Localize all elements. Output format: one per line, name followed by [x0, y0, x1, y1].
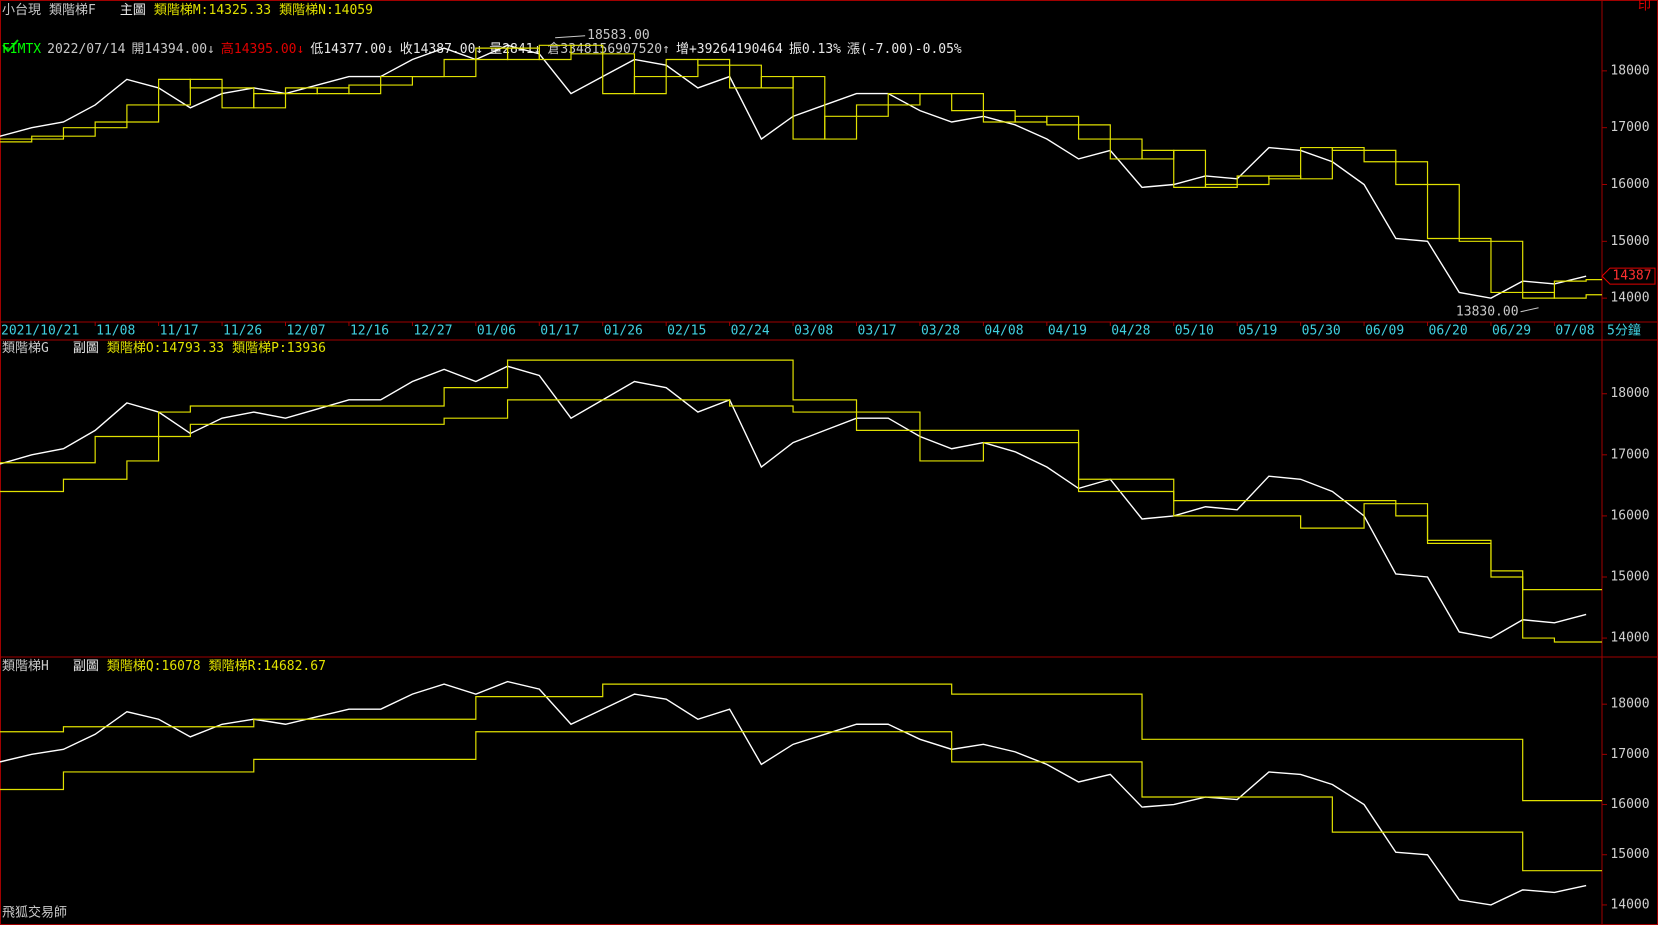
step-line — [0, 359, 1602, 591]
app-name: 飛狐交易師 — [2, 905, 67, 921]
header-text: : — [154, 341, 162, 356]
y-tick-label: 14000 — [1610, 631, 1649, 646]
header-text: : — [326, 3, 334, 18]
last-price-box — [1601, 267, 1656, 285]
y-tick-label: 17000 — [1610, 447, 1649, 462]
x-tick-label: 06/09 — [1365, 324, 1404, 339]
panel-header: 小台現 類階梯F 主圖 類階梯M:14325.33 類階梯N:14059 — [2, 3, 373, 18]
check-icon — [2, 39, 19, 53]
header-text: 增+39264190464 — [676, 42, 783, 57]
x-tick-label: 04/08 — [984, 324, 1023, 339]
y-tick-label: 16000 — [1610, 177, 1649, 192]
x-tick-label: 05/19 — [1238, 324, 1277, 339]
x-tick-label: 03/28 — [921, 324, 960, 339]
header-text: 振0.13% — [789, 42, 841, 57]
x-tick-label: 06/29 — [1492, 324, 1531, 339]
step-line — [0, 683, 1602, 802]
header-text: 類階梯P — [232, 341, 279, 356]
header-text: 類階梯H — [2, 659, 49, 674]
y-tick-label: 14000 — [1610, 291, 1649, 306]
header-text: 低14377.00↓ — [310, 42, 393, 57]
quote-line: FIMTX 2022/07/14 開14394.00↓ 高14395.00↓ 低1437… — [2, 41, 962, 57]
annotation-leader — [555, 35, 586, 39]
y-tick-label: 15000 — [1610, 847, 1649, 862]
header-text: 小台現 — [2, 3, 41, 18]
y-tick-label: 17000 — [1610, 747, 1649, 762]
x-tick-label: 11/26 — [223, 324, 262, 339]
annotation-label: 18583.00 — [587, 28, 650, 43]
x-tick-label: 05/10 — [1175, 324, 1214, 339]
x-tick-label: 12/16 — [350, 324, 389, 339]
header-text: 類階梯M — [154, 3, 201, 18]
header-text: : — [279, 341, 287, 356]
header-text: 13936 — [287, 341, 326, 356]
step-line — [0, 399, 1602, 643]
header-text: FIMTX — [2, 42, 41, 57]
header-text: 量2841↓ — [489, 42, 541, 57]
x-tick-label: 04/19 — [1048, 324, 1087, 339]
header-text: 14325.33 — [209, 3, 272, 18]
price-line — [0, 365, 1587, 639]
y-tick-label: 15000 — [1610, 234, 1649, 249]
y-tick-label: 18000 — [1610, 386, 1649, 401]
y-tick-label: 16000 — [1610, 508, 1649, 523]
header-text: 副圖 — [73, 659, 99, 674]
x-tick-label: 03/17 — [858, 324, 897, 339]
header-text: 類階梯F — [49, 3, 96, 18]
period-label: 5分鐘 — [1607, 323, 1641, 339]
header-text: 14793.33 — [162, 341, 225, 356]
x-tick-label: 01/26 — [604, 324, 643, 339]
y-tick-label: 16000 — [1610, 797, 1649, 812]
header-text: 漲(-7.00)-0.05% — [847, 42, 962, 57]
header-text: 副圖 — [73, 341, 99, 356]
step-line — [0, 44, 1602, 299]
x-tick-label: 03/08 — [794, 324, 833, 339]
header-text: 主圖 — [120, 3, 146, 18]
header-text: 高14395.00↓ — [221, 41, 304, 57]
x-tick-label: 05/30 — [1302, 324, 1341, 339]
price-line — [0, 680, 1587, 906]
header-text: 16078 — [162, 659, 201, 674]
x-tick-label: 11/17 — [160, 324, 199, 339]
x-tick-label: 04/28 — [1111, 324, 1150, 339]
print-button[interactable]: 印 — [1638, 0, 1651, 14]
x-tick-label: 06/20 — [1429, 324, 1468, 339]
header-text: 14682.67 — [263, 659, 326, 674]
panel-header: 類階梯G 副圖 類階梯O:14793.33 類階梯P:13936 — [2, 341, 326, 356]
y-tick-label: 14000 — [1610, 897, 1649, 912]
x-tick-label: 2021/10/21 — [1, 324, 79, 339]
y-tick-label: 17000 — [1610, 120, 1649, 135]
y-tick-label: 18000 — [1610, 697, 1649, 712]
panel-header: 類階梯H 副圖 類階梯Q:16078 類階梯R:14682.67 — [2, 659, 326, 674]
x-tick-label: 12/07 — [287, 324, 326, 339]
header-text: 類階梯O — [107, 341, 154, 356]
header-text: : — [201, 3, 209, 18]
header-text: : — [255, 659, 263, 674]
last-price-label: 14387 — [1612, 269, 1651, 284]
x-tick-label: 01/17 — [540, 324, 579, 339]
y-tick-label: 15000 — [1610, 569, 1649, 584]
step-line — [0, 44, 1602, 299]
header-text: 14059 — [334, 3, 373, 18]
header-text: 類階梯N — [279, 3, 326, 18]
step-line — [0, 731, 1602, 872]
header-text: 類階梯G — [2, 341, 49, 356]
x-tick-label: 01/06 — [477, 324, 516, 339]
x-tick-label: 02/24 — [731, 324, 770, 339]
header-text: 2022/07/14 — [47, 42, 125, 57]
annotation-label: 13830.00 — [1456, 304, 1519, 319]
header-text: 類階梯R — [209, 659, 256, 674]
header-text: 類階梯Q — [107, 659, 154, 674]
x-tick-label: 02/15 — [667, 324, 706, 339]
header-text: : — [154, 659, 162, 674]
annotation-leader — [1520, 307, 1539, 313]
x-tick-label: 11/08 — [96, 324, 135, 339]
y-tick-label: 18000 — [1610, 63, 1649, 78]
x-tick-label: 12/27 — [413, 324, 452, 339]
header-text: 開14394.00↓ — [131, 42, 214, 57]
x-tick-label: 07/08 — [1555, 324, 1594, 339]
